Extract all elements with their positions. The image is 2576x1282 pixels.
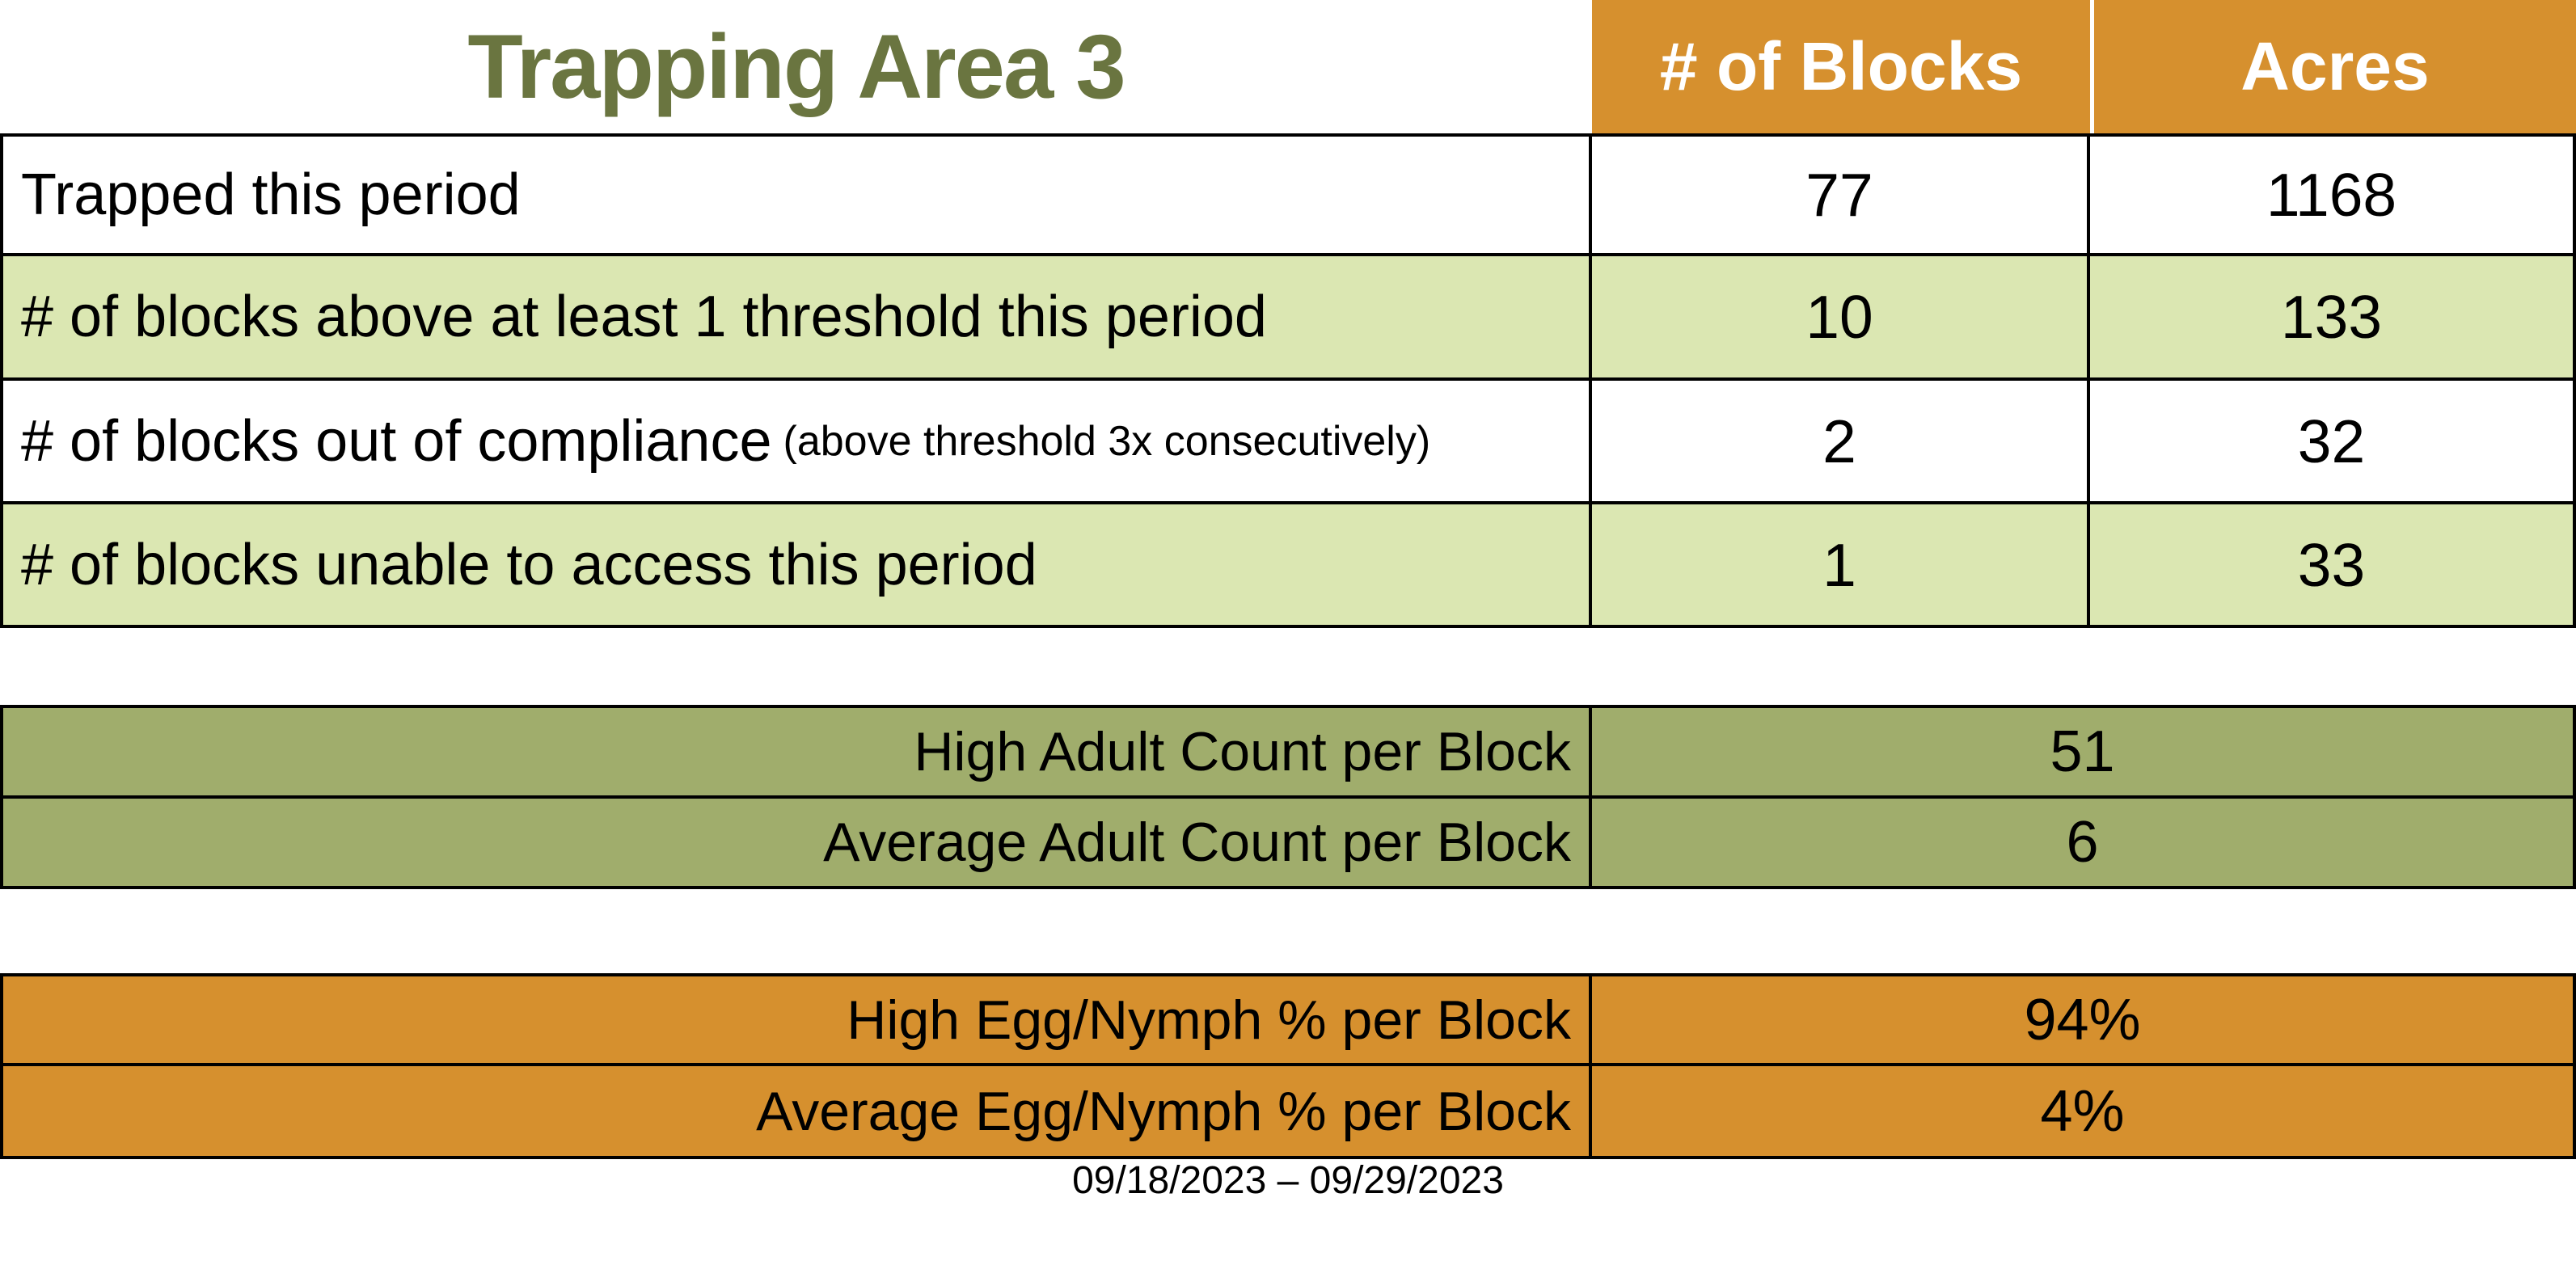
summary-row-acres-value: 33	[2090, 504, 2576, 628]
summary-row-label: # of blocks unable to access this period	[0, 504, 1592, 628]
summary-row-blocks-value: 2	[1592, 381, 2090, 504]
egg-row-label: High Egg/Nymph % per Block	[0, 973, 1592, 1066]
egg-nymph-table: High Egg/Nymph % per Block 94% Average E…	[0, 973, 2576, 1159]
page-title: Trapping Area 3	[0, 0, 1592, 133]
summary-row-blocks-value: 10	[1592, 256, 2090, 381]
summary-row-label-note: (above threshold 3x consecutively)	[783, 417, 1431, 465]
summary-row-acres-value: 133	[2090, 256, 2576, 381]
summary-row-label: # of blocks above at least 1 threshold t…	[0, 256, 1592, 381]
summary-row-label-text: # of blocks out of compliance	[21, 408, 772, 474]
summary-row-label-text: # of blocks above at least 1 threshold t…	[21, 285, 1267, 349]
column-header-blocks: # of Blocks	[1592, 0, 2090, 133]
summary-row-blocks-value: 77	[1592, 133, 2090, 256]
column-header-acres: Acres	[2090, 0, 2576, 133]
summary-row-acres-value: 1168	[2090, 133, 2576, 256]
egg-row-value: 4%	[1592, 1066, 2576, 1159]
adult-row-label: Average Adult Count per Block	[0, 799, 1592, 889]
summary-row-label-text: Trapped this period	[21, 162, 521, 227]
adult-row-value: 6	[1592, 799, 2576, 889]
adult-count-table: High Adult Count per Block 51 Average Ad…	[0, 705, 2576, 889]
adult-row-label: High Adult Count per Block	[0, 705, 1592, 799]
summary-row-blocks-value: 1	[1592, 504, 2090, 628]
adult-row-value: 51	[1592, 705, 2576, 799]
summary-table: Trapping Area 3 # of Blocks Acres Trappe…	[0, 0, 2576, 628]
egg-row-label: Average Egg/Nymph % per Block	[0, 1066, 1592, 1159]
date-range: 09/18/2023 – 09/29/2023	[1072, 1159, 1504, 1202]
egg-row-value: 94%	[1592, 973, 2576, 1066]
summary-row-acres-value: 32	[2090, 381, 2576, 504]
summary-row-label-text: # of blocks unable to access this period	[21, 532, 1037, 597]
summary-row-label: Trapped this period	[0, 133, 1592, 256]
summary-row-label: # of blocks out of compliance (above thr…	[0, 381, 1592, 504]
